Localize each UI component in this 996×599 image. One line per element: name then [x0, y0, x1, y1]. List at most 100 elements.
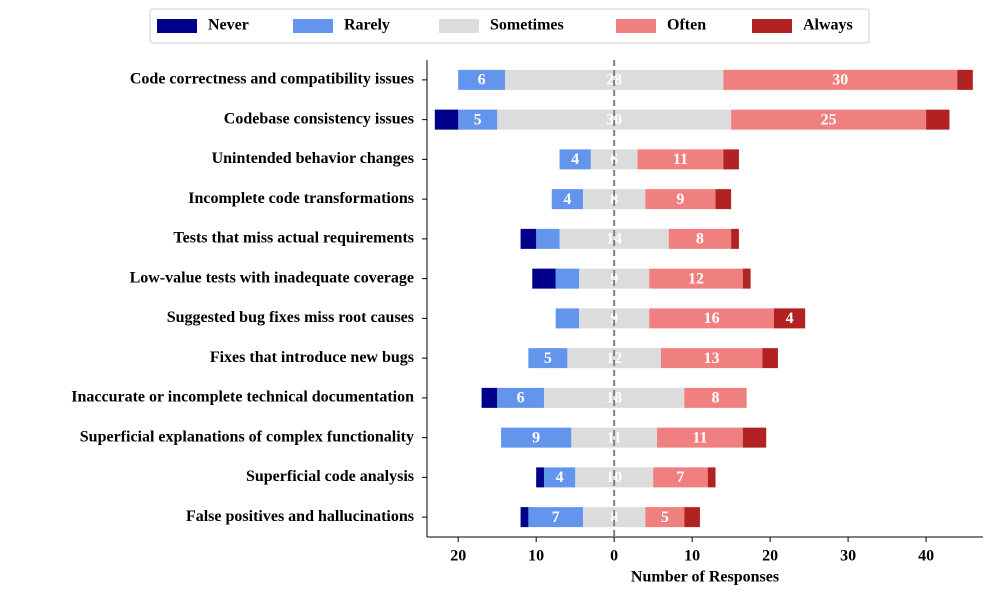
y-tick-label: Codebase consistency issues	[224, 110, 414, 127]
y-tick-label: Superficial code analysis	[246, 468, 414, 485]
bar-segment	[657, 427, 743, 448]
y-tick-label: Suggested bug fixes miss root causes	[167, 309, 414, 326]
bar-segment	[497, 109, 732, 130]
x-axis-label: Number of Responses	[631, 569, 779, 586]
bar-segment	[543, 467, 576, 488]
bar-segment	[707, 467, 716, 488]
bar-segment	[520, 507, 529, 528]
legend-label: Rarely	[344, 17, 390, 34]
bar-segment	[668, 228, 732, 249]
y-tick-label: Inaccurate or incomplete technical docum…	[71, 389, 414, 406]
bar-segment	[481, 387, 498, 408]
x-tick-label: 10	[528, 548, 544, 565]
bar-label: 12	[606, 350, 622, 367]
bar-label: 9	[610, 270, 618, 287]
bar-label: 11	[673, 151, 688, 168]
legend-label: Often	[667, 17, 706, 34]
bar-label: 16	[704, 310, 720, 327]
bar-label: 6	[517, 390, 525, 407]
bar-segment	[501, 427, 572, 448]
bar-segment	[579, 268, 650, 289]
bar-label: 9	[532, 429, 540, 446]
legend-label: Never	[208, 17, 249, 34]
bar-segment	[559, 228, 669, 249]
bar-label: 5	[474, 111, 482, 128]
bar-label: 6	[478, 72, 486, 89]
bar-label: 6	[610, 151, 618, 168]
bar-label: 8	[610, 509, 618, 526]
bar-segment	[559, 149, 591, 170]
bar-segment	[723, 69, 958, 90]
bar-segment	[715, 189, 732, 210]
bar-segment	[957, 69, 973, 90]
bar-segment	[762, 348, 778, 369]
bar-segment	[579, 308, 650, 329]
x-tick-label: 0	[610, 548, 618, 565]
bar-segment	[926, 109, 950, 130]
bar-segment	[555, 308, 580, 329]
bar-segment	[504, 69, 724, 90]
bar-segment	[536, 228, 560, 249]
bar-segment	[582, 507, 646, 528]
bar-segment	[660, 348, 763, 369]
bar-segment	[458, 109, 498, 130]
x-tick-label: 10	[684, 548, 700, 565]
bar-segment	[458, 69, 505, 90]
bar-label: 11	[692, 429, 707, 446]
legend-label: Always	[803, 17, 853, 34]
bar-label: 7	[676, 469, 684, 486]
bar-label: 30	[606, 111, 622, 128]
bar-segment	[684, 507, 700, 528]
bar-label: 4	[563, 191, 571, 208]
bar-segment	[731, 109, 927, 130]
bar-label: 13	[704, 350, 720, 367]
bar-label: 30	[832, 72, 848, 89]
bar-label: 25	[821, 111, 837, 128]
bar-segment	[528, 507, 583, 528]
bar-segment	[742, 427, 767, 448]
bar-label: 11	[607, 429, 622, 446]
bar-label: 5	[544, 350, 552, 367]
bar-segment	[649, 268, 743, 289]
bar-segment	[590, 149, 638, 170]
y-tick-label: Low-value tests with inadequate coverage	[130, 269, 414, 286]
bar-segment	[637, 149, 724, 170]
y-tick-label: Unintended behavior changes	[212, 150, 414, 167]
legend-swatch	[439, 19, 479, 33]
bar-segment	[555, 268, 580, 289]
bar-label: 8	[610, 191, 618, 208]
bar-label: 10	[606, 469, 622, 486]
legend-box	[149, 8, 870, 44]
legend-label: Sometimes	[490, 17, 564, 34]
bar-label: 8	[712, 390, 720, 407]
bar-segment	[497, 387, 544, 408]
bar-segment	[645, 507, 685, 528]
bar-label: 18	[606, 390, 622, 407]
bar-segment	[649, 308, 775, 329]
y-tick-label: False positives and hallucinations	[186, 508, 414, 525]
y-tick-label: Code correctness and compatibility issue…	[130, 71, 414, 88]
bar-label: 8	[696, 231, 704, 248]
bar-label: 5	[661, 509, 669, 526]
legend-swatch	[752, 19, 792, 33]
bar-label: 14	[606, 231, 622, 248]
y-tick-label: Incomplete code transformations	[188, 190, 414, 207]
bar-segment	[774, 308, 806, 329]
x-tick-label: 30	[840, 548, 856, 565]
bar-segment	[536, 467, 544, 488]
bar-label: 9	[610, 310, 618, 327]
bar-segment	[434, 109, 459, 130]
bar-label: 4	[556, 469, 564, 486]
legend-swatch	[293, 19, 333, 33]
x-tick-label: 20	[762, 548, 778, 565]
bar-label: 12	[688, 270, 704, 287]
bar-segment	[653, 467, 708, 488]
y-tick-label: Superficial explanations of complex func…	[80, 428, 414, 445]
bar-label: 4	[571, 151, 579, 168]
bar-segment	[543, 387, 685, 408]
y-tick-label: Tests that miss actual requirements	[173, 230, 414, 247]
bar-segment	[571, 427, 658, 448]
x-tick-label: 40	[918, 548, 934, 565]
bar-segment	[567, 348, 661, 369]
